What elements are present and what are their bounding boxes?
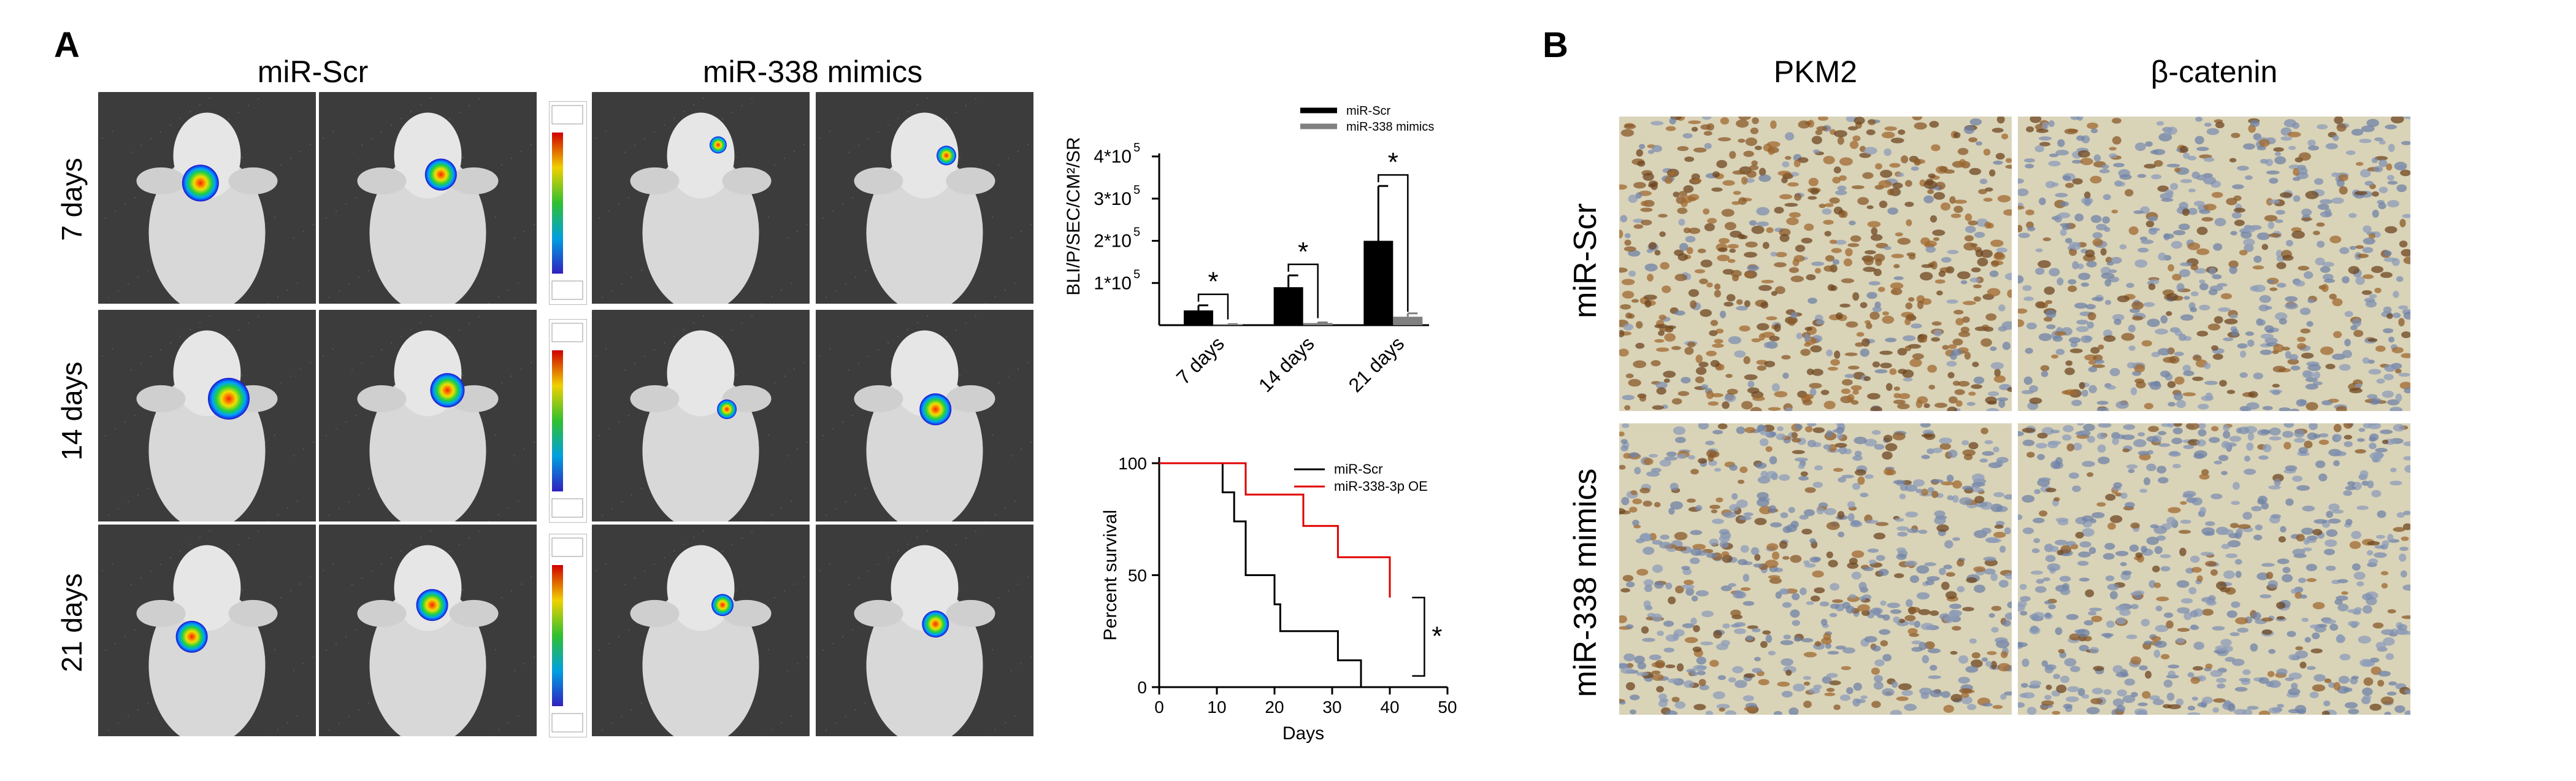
- surv-xtick-label: 20: [1265, 698, 1284, 717]
- bar-ytick-exponent: 5: [1133, 183, 1140, 197]
- ihc-beta-catenin-mir-scr: [2018, 117, 2410, 411]
- bar-category-label: 14 days: [1254, 332, 1319, 396]
- bar-ytick-exponent: 5: [1133, 267, 1140, 281]
- ihc-pkm2-mir-338-mimics: [1619, 423, 2012, 715]
- bar-significance-bracket: [1197, 293, 1229, 320]
- bli-scale-bar-14-days: [549, 319, 587, 523]
- row-label-mir-scr: miR-Scr: [1568, 203, 1603, 318]
- surv-xtick-label: 50: [1438, 698, 1457, 717]
- bli-image-7d-3: [592, 92, 810, 304]
- bli-image-21d-2: [319, 525, 537, 736]
- bar-y-axis-label: BLI/P/SEC/CM²/SR: [1064, 137, 1084, 295]
- panel-a-letter: A: [54, 25, 80, 65]
- bli-image-14d-1: [98, 310, 316, 521]
- col-header-pkm2: PKM2: [1773, 55, 1858, 89]
- bli-scale-bar-21-days: [549, 534, 587, 737]
- surv-xtick-label: 30: [1322, 698, 1341, 717]
- bli-image-7d-2: [319, 92, 537, 304]
- surv-line-mir-338-3p-oe: [1159, 462, 1391, 598]
- col-header-mir-scr: miR-Scr: [257, 55, 369, 89]
- bar-legend-label: miR-Scr: [1346, 104, 1391, 118]
- panel-b-letter: B: [1543, 25, 1568, 65]
- row-label-7-days: 7 days: [56, 158, 88, 241]
- surv-line-mir-scr: [1159, 462, 1362, 687]
- row-label-mir-338-mimics: miR-338 mimics: [1568, 468, 1603, 698]
- bar-ytick-exponent: 5: [1133, 226, 1140, 239]
- bar-category-label: 21 days: [1344, 332, 1409, 396]
- surv-legend-label: miR-Scr: [1334, 461, 1382, 477]
- bar-significance-star: *: [1208, 267, 1218, 297]
- bar-significance-bracket: [1378, 174, 1409, 312]
- col-header-mir-338-mimics: miR-338 mimics: [702, 55, 923, 89]
- row-label-14-days: 14 days: [56, 361, 88, 461]
- survival-chart: 0 50 100 0 10 20 30 40 50 Days Percent survival miR…: [1100, 454, 1457, 744]
- bli-image-21d-4: [816, 525, 1033, 736]
- surv-ytick-label: 50: [1128, 566, 1147, 585]
- bar-significance-star: *: [1298, 237, 1308, 267]
- surv-y-axis-label: Percent survival: [1100, 510, 1121, 641]
- bar-mir-scr-2: [1273, 287, 1303, 325]
- bar-category-label: 7 days: [1172, 332, 1229, 388]
- surv-significance-star: *: [1432, 621, 1442, 652]
- bar-ytick-label: 2*10: [1094, 231, 1132, 252]
- bar-ytick-label: 3*10: [1094, 189, 1132, 209]
- bar-significance-star: *: [1388, 147, 1398, 177]
- bli-image-21d-3: [592, 525, 810, 736]
- bar-mir-scr-1: [1184, 310, 1213, 325]
- bar-mir-338-3: [1393, 317, 1423, 325]
- surv-xtick-label: 0: [1154, 698, 1164, 717]
- bli-image-7d-1: [98, 92, 316, 304]
- bli-image-14d-4: [816, 310, 1033, 521]
- surv-ytick-label: 100: [1118, 454, 1147, 473]
- bar-ytick-exponent: 5: [1133, 141, 1140, 155]
- surv-xtick-label: 40: [1380, 698, 1399, 717]
- surv-legend-label: miR-338-3p OE: [1334, 479, 1428, 494]
- bar-mir-338-2: [1303, 323, 1333, 325]
- col-header-beta-catenin: β-catenin: [2150, 55, 2278, 89]
- surv-xtick-label: 10: [1207, 698, 1226, 717]
- bar-ytick-label: 1*10: [1094, 273, 1132, 293]
- bli-image-14d-2: [319, 310, 537, 521]
- bar-significance-bracket: [1287, 263, 1319, 318]
- bli-scale-bar-7-days: [549, 101, 587, 305]
- surv-ytick-label: 0: [1137, 678, 1147, 697]
- bli-image-14d-3: [592, 310, 810, 521]
- ihc-pkm2-mir-scr: [1619, 117, 2012, 411]
- bli-image-7d-4: [816, 92, 1033, 304]
- surv-significance-bracket: [1412, 596, 1425, 677]
- row-label-21-days: 21 days: [56, 573, 88, 672]
- bli-image-21d-1: [98, 525, 316, 736]
- ihc-beta-catenin-mir-338-mimics: [2018, 423, 2410, 715]
- bar-ytick-label: 4*10: [1094, 147, 1132, 167]
- bar-mir-scr-3: [1363, 240, 1393, 325]
- bar-legend-label: miR-338 mimics: [1346, 120, 1434, 134]
- surv-x-axis-label: Days: [1282, 723, 1324, 744]
